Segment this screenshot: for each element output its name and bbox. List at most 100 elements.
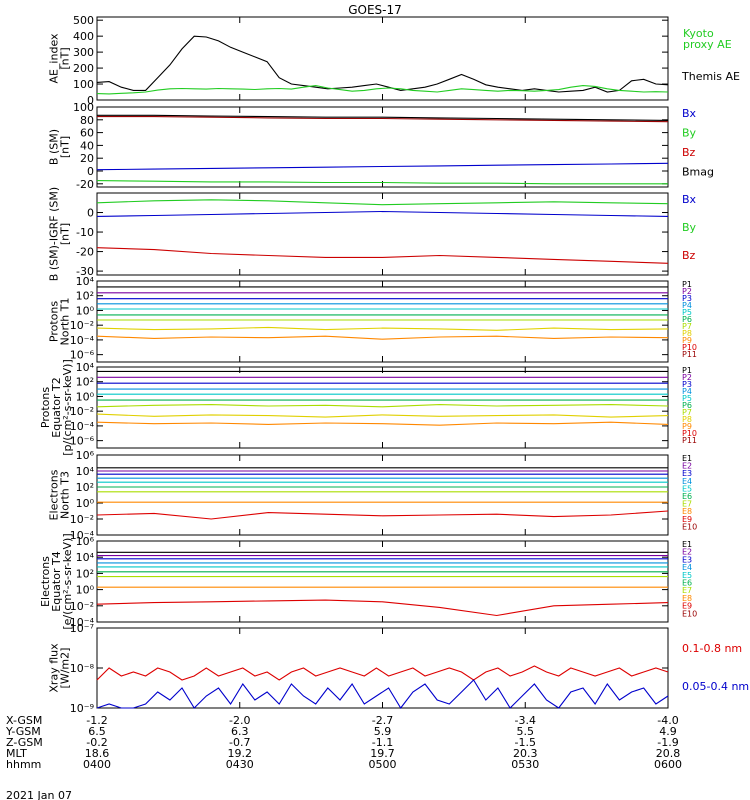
legend-entry: E2 [682, 548, 692, 557]
legend-entry: P3 [682, 294, 692, 303]
footer-value: -1.9 [657, 736, 678, 749]
y-tick-label: 400 [73, 30, 94, 43]
legend-entry: P8 [682, 329, 692, 338]
legend-entry: E8 [682, 507, 692, 516]
series-line-by [96, 180, 668, 185]
series-line-p8 [96, 326, 669, 331]
footer-value: -2.0 [229, 714, 250, 727]
footer-value: 0530 [511, 758, 539, 771]
y-axis-label: Protons [39, 387, 52, 428]
y-axis-label: Electrons [48, 469, 61, 520]
y-axis-label: [nT] [59, 47, 72, 69]
y-tick-label: 40 [80, 139, 94, 152]
legend-entry: P10 [682, 343, 697, 352]
legend-entry: Bz [682, 249, 696, 262]
y-tick-label: 10⁻⁶ [70, 435, 95, 448]
legend-entry: Bmag [682, 165, 714, 178]
footer-row-label: hhmm [6, 758, 41, 771]
y-axis-label: [e/(cm²-s-sr-keV)] [61, 533, 74, 629]
y-tick-label: -10 [76, 226, 94, 239]
legend-entry: P2 [682, 287, 692, 296]
y-tick-label: 0 [87, 94, 94, 107]
legend-entry: P9 [682, 422, 692, 431]
legend-entry: E5 [682, 484, 692, 493]
footer-value: 20.8 [656, 747, 681, 760]
y-tick-label: 10⁰ [76, 390, 95, 403]
footer-value: -0.2 [86, 736, 107, 749]
legend-entry: P11 [682, 350, 697, 359]
y-axis-label: Equator T4 [50, 551, 63, 611]
legend-entry: E1 [682, 454, 692, 463]
y-tick-label: 10⁰ [76, 584, 95, 597]
footer-value: -1.5 [515, 736, 536, 749]
y-tick-label: 10⁻² [70, 405, 94, 418]
y-tick-label: 200 [73, 62, 94, 75]
footer-value: 0600 [654, 758, 682, 771]
footer-value: -4.0 [657, 714, 678, 727]
y-axis-label: B (SM)-IGRF (SM) [48, 187, 61, 281]
legend-entry: E4 [682, 563, 692, 572]
y-tick-label: 0 [87, 165, 94, 178]
y-tick-label: 10⁻² [70, 600, 94, 613]
y-tick-label: 100 [73, 78, 94, 91]
legend-entry: Bx [682, 193, 697, 206]
footer-value: 0400 [83, 758, 111, 771]
legend-entry: P1 [682, 280, 692, 289]
y-tick-label: 10⁻⁷ [70, 622, 94, 635]
y-axis-label: Electrons [39, 556, 52, 607]
legend-entry: 0.05-0.4 nm [682, 680, 749, 693]
series-line-kyoto-proxy-ae [96, 85, 669, 95]
y-tick-label: -20 [76, 246, 94, 259]
legend-entry: By [682, 126, 697, 139]
legend-entry: E10 [682, 522, 697, 531]
footer-value: -1.1 [372, 736, 393, 749]
legend-entry: E9 [682, 515, 692, 524]
footer-value: 0430 [226, 758, 254, 771]
panel-8: 10⁻⁷ 10⁻⁸ 10⁻⁹ Xray flux[W/m2] 0.1-0.8 nm 0.0… [48, 622, 750, 715]
legend-entry: E6 [682, 492, 692, 501]
legend-entry: E3 [682, 469, 692, 478]
legend-entry: P5 [682, 394, 692, 403]
figure-title: GOES-17 [348, 3, 402, 17]
legend-entry: 0.1-0.8 nm [682, 642, 742, 655]
y-axis-label: Equator T2 [50, 377, 63, 437]
y-tick-label: 10⁻⁹ [70, 702, 94, 715]
series-line-bx [96, 210, 669, 217]
legend-entry: P7 [682, 322, 692, 331]
footer-value: -2.7 [372, 714, 393, 727]
series-line-themis-ae [96, 35, 669, 93]
footer-value: 0500 [369, 758, 397, 771]
legend-entry: E10 [682, 609, 697, 618]
legend-entry: P8 [682, 415, 692, 424]
legend-entry: P2 [682, 373, 692, 382]
y-axis-label: [p/(cm²-s-sr-keV)] [61, 359, 74, 456]
legend-entry: P1 [682, 366, 692, 375]
y-tick-label: 10² [76, 376, 94, 389]
y-axis-label: AE_index [48, 33, 61, 84]
footer-value: 4.9 [659, 725, 677, 738]
legend-entry: Bz [682, 146, 696, 159]
footer-value: 19.7 [370, 747, 395, 760]
legend-entry: P6 [682, 401, 692, 410]
legend-entry: E7 [682, 500, 692, 509]
y-tick-label: 10⁻⁴ [70, 616, 95, 629]
y-tick-label: -30 [76, 265, 94, 278]
legend-entry: P7 [682, 408, 692, 417]
legend-entry: E4 [682, 477, 692, 486]
y-tick-label: 10⁰ [76, 497, 95, 510]
date-label: 2021 Jan 07 [6, 789, 72, 800]
legend-entry: E1 [682, 540, 692, 549]
series-line-by [96, 199, 669, 206]
legend-entry: P5 [682, 308, 692, 317]
y-tick-label: 10⁴ [76, 465, 95, 478]
y-tick-label: 0 [87, 207, 94, 220]
legend-entry: E3 [682, 555, 692, 564]
legend-entry: E2 [682, 462, 692, 471]
legend-entry: P3 [682, 380, 692, 389]
footer-value: 5.5 [517, 725, 535, 738]
